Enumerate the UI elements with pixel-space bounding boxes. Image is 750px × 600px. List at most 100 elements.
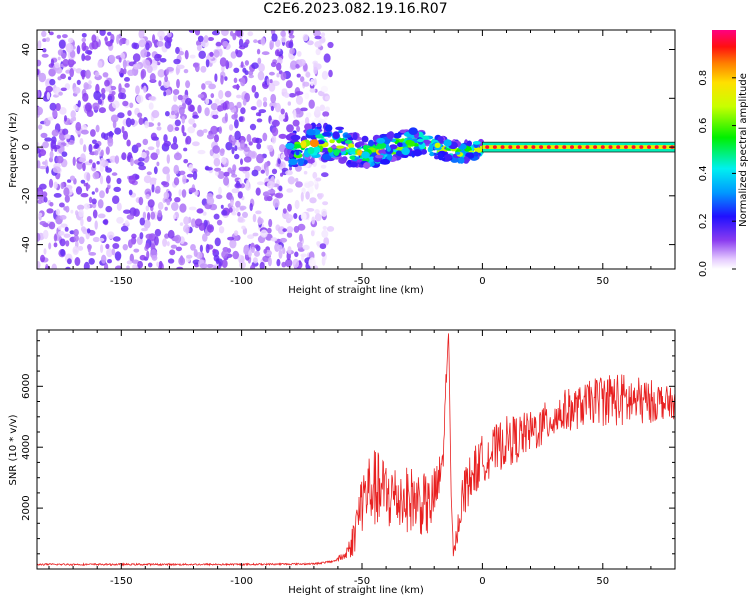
- noise-speck: [44, 159, 48, 168]
- noise-speck: [77, 100, 81, 108]
- noise-speck: [107, 31, 112, 36]
- noise-speck: [174, 119, 181, 127]
- noise-speck: [92, 139, 97, 145]
- noise-speck: [199, 263, 208, 269]
- noise-speck: [189, 54, 196, 59]
- noise-speck: [65, 69, 71, 74]
- echo-blob: [429, 151, 434, 157]
- noise-speck: [287, 246, 292, 255]
- noise-speck: [60, 182, 65, 190]
- noise-speck: [128, 175, 136, 184]
- noise-speck: [73, 104, 78, 110]
- noise-speck: [285, 80, 293, 89]
- noise-speck: [70, 110, 76, 119]
- noise-speck: [213, 213, 220, 220]
- y-tick-label: 0: [21, 144, 32, 150]
- noise-speck: [153, 166, 158, 175]
- noise-speck: [231, 146, 235, 155]
- noise-speck: [115, 265, 123, 269]
- noise-speck: [210, 125, 218, 135]
- noise-speck: [75, 186, 83, 195]
- noise-speck: [243, 156, 252, 163]
- echo-blob: [348, 147, 357, 152]
- noise-speck: [151, 184, 155, 193]
- noise-speck: [232, 250, 239, 260]
- noise-speck: [76, 79, 81, 85]
- echo-blob: [316, 123, 322, 128]
- noise-speck: [116, 34, 120, 45]
- noise-speck: [206, 133, 215, 140]
- noise-speck: [132, 63, 141, 70]
- echo-line-peak: [654, 145, 659, 149]
- noise-speck: [251, 85, 257, 93]
- noise-speck: [257, 71, 265, 81]
- noise-speck: [235, 200, 241, 208]
- noise-speck: [99, 157, 105, 167]
- noise-speck: [112, 195, 120, 204]
- noise-speck: [105, 205, 113, 213]
- noise-speck: [284, 147, 290, 157]
- noise-speck: [223, 176, 230, 186]
- noise-speck: [46, 208, 54, 214]
- colorbar-gradient: [712, 30, 736, 269]
- y-tick-label: 6000: [21, 374, 32, 399]
- noise-speck: [324, 116, 328, 121]
- noise-speck: [262, 132, 268, 142]
- noise-speck: [263, 248, 268, 254]
- noise-speck: [205, 167, 213, 171]
- echo-blob: [295, 150, 300, 156]
- x-tick-label: 0: [479, 576, 485, 587]
- noise-speck: [150, 211, 156, 220]
- noise-speck: [106, 175, 111, 184]
- noise-speck: [124, 83, 130, 88]
- noise-speck: [295, 177, 299, 183]
- noise-speck: [312, 171, 318, 179]
- noise-speck: [107, 138, 114, 147]
- echo-blob: [443, 139, 452, 147]
- noise-speck: [49, 102, 57, 111]
- noise-speck: [215, 194, 223, 200]
- echo-line-peak: [608, 145, 613, 149]
- noise-speck: [53, 233, 58, 242]
- echo-line-peak: [554, 145, 559, 149]
- noise-speck: [167, 124, 174, 133]
- echo-blob: [408, 127, 418, 135]
- noise-speck: [300, 212, 307, 221]
- noise-speck: [222, 40, 229, 48]
- noise-speck: [137, 161, 145, 167]
- noise-speck: [323, 53, 331, 63]
- noise-speck: [80, 179, 86, 184]
- noise-speck: [236, 101, 242, 109]
- echo-blob: [397, 142, 403, 148]
- noise-speck: [157, 69, 165, 78]
- noise-speck: [259, 261, 265, 269]
- noise-speck: [271, 33, 278, 42]
- echo-blob: [444, 154, 453, 160]
- noise-speck: [255, 210, 262, 215]
- noise-speck: [69, 68, 74, 78]
- noise-speck: [179, 170, 186, 176]
- noise-speck: [175, 46, 180, 55]
- noise-speck: [224, 90, 232, 98]
- noise-speck: [104, 86, 112, 92]
- noise-speck: [63, 233, 71, 238]
- noise-speck: [271, 135, 277, 144]
- noise-speck: [192, 114, 200, 119]
- noise-speck: [82, 92, 89, 102]
- noise-speck: [114, 251, 122, 261]
- noise-speck: [166, 154, 170, 164]
- noise-speck: [296, 125, 301, 132]
- noise-speck: [280, 36, 287, 43]
- noise-speck: [65, 205, 70, 213]
- noise-speck: [232, 32, 237, 41]
- noise-speck: [165, 68, 170, 75]
- noise-speck: [176, 266, 184, 269]
- echo-blob: [455, 151, 461, 155]
- noise-speck: [108, 54, 116, 64]
- noise-speck: [163, 79, 171, 89]
- noise-speck: [197, 149, 206, 155]
- echo-line-peak: [546, 145, 551, 149]
- noise-speck: [88, 258, 95, 265]
- noise-speck: [296, 73, 301, 78]
- noise-speck: [48, 68, 56, 77]
